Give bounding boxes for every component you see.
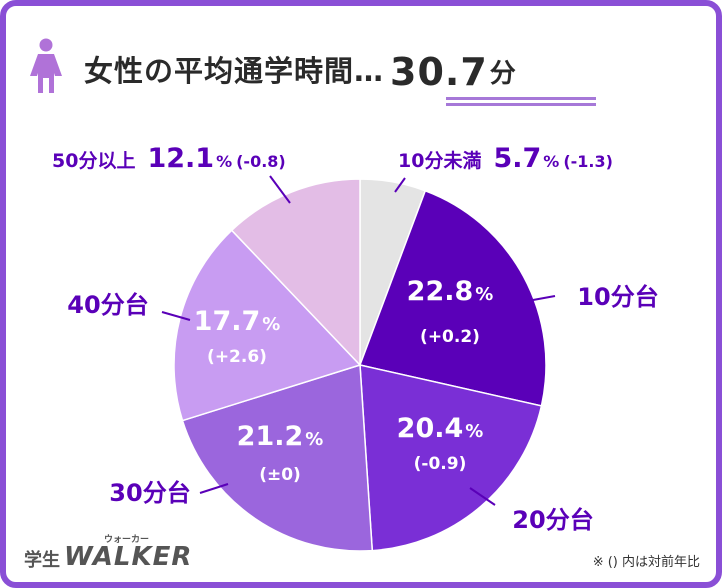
title-underline-top [446,97,596,100]
slice-value-label: 22.8% [407,276,494,307]
slice-change-label: (±0) [259,465,301,485]
title-value: 30.7 [390,50,488,94]
slice-value-label: 17.7% [194,306,281,337]
slice-change-label: (-0.9) [414,454,467,474]
title-text: 女性の平均通学時間… [84,54,385,88]
leader-line [394,177,406,193]
pie-slice [359,364,543,552]
pie-slice [181,363,374,552]
title-unit: 分 [489,59,516,89]
slice-value-label: 21.2% [237,421,324,452]
leader-line [161,311,191,321]
logo-ruby-text: ウォーカー [104,535,150,545]
slice-change-label: (+2.6) [207,347,267,367]
pie-slice [173,229,362,422]
pie-slice [358,189,547,407]
pie-slice [230,178,361,367]
chart-title: 女性の平均通学時間… 30.7 分 [26,34,516,94]
category-label: 40分台 [67,291,148,319]
category-label: 20分台 [512,506,593,534]
category-label: 50分以上 12.1% (-0.8) [52,143,286,174]
logo-main-text: WALKER [64,542,193,572]
leader-line [469,487,496,506]
logo: 学生 WALKER ウォーカー [24,535,193,572]
leader-line [269,175,291,204]
leader-line [199,483,229,494]
category-label: 30分台 [109,479,190,507]
logo-small-text: 学生 [24,550,60,571]
female-icon [30,38,62,93]
footer-note: ※ () 内は対前年比 [592,555,700,570]
slice-change-label: (+0.2) [420,327,480,347]
category-label: 10分未満 5.7% (-1.3) [398,143,613,174]
slice-value-label: 20.4% [397,413,484,444]
title-underline-bottom [446,103,596,106]
category-label: 10分台 [577,283,658,311]
leader-line [521,295,556,303]
